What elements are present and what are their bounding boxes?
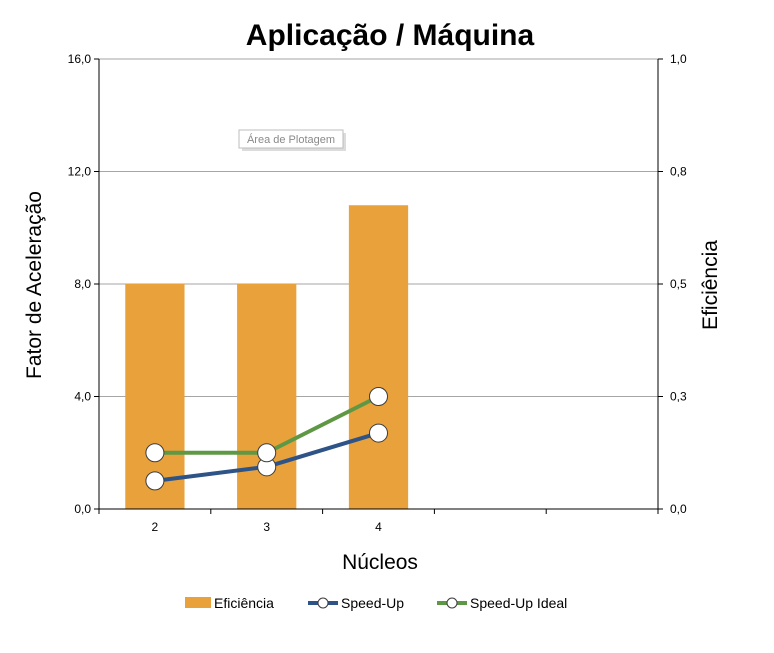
y2-tick-labels: 0,0 0,3 0,5 0,8 1,0: [670, 52, 687, 516]
chart-title: Aplicação / Máquina: [246, 19, 535, 52]
bars: [125, 205, 409, 509]
y-tick-label: 0,0: [74, 502, 91, 516]
x-tick-label: 4: [375, 520, 382, 534]
y-tick-label: 16,0: [68, 52, 92, 66]
legend-label: Eficiência: [214, 595, 274, 611]
x-axis-title: Núcleos: [342, 551, 418, 574]
legend-swatch-eficiencia: [185, 597, 211, 608]
y2-tick-label: 0,8: [670, 165, 687, 179]
legend-marker-speed-up-ideal: [446, 597, 458, 609]
legend-marker-speed-up: [317, 597, 329, 609]
point-speed-up: [369, 423, 388, 443]
series-markers: [145, 387, 388, 491]
legend: Eficiência Speed-Up Speed-Up Ideal: [185, 595, 567, 611]
x-tick-labels: 2 3 4: [152, 520, 383, 534]
point-speed-up-ideal: [145, 443, 165, 463]
y-tick-labels: 0,0 4,0 8,0 12,0 16,0: [68, 52, 92, 516]
y-tick-label: 12,0: [68, 165, 92, 179]
axes: [94, 58, 663, 514]
y2-axis-title: Eficiência: [699, 240, 722, 330]
y2-tick-label: 0,3: [670, 390, 687, 404]
x-tick-label: 2: [152, 520, 159, 534]
legend-label: Speed-Up: [341, 595, 404, 611]
y-axis-title: Fator de Aceleração: [23, 191, 46, 379]
y2-tick-label: 1,0: [670, 52, 687, 66]
point-speed-up-ideal: [369, 387, 388, 406]
x-tick-label: 3: [263, 520, 270, 534]
tooltip-label: Área de Plotagem: [247, 133, 335, 146]
y-tick-label: 8,0: [74, 277, 91, 291]
y2-tick-label: 0,5: [670, 277, 687, 291]
bar-eficiencia: [348, 205, 409, 509]
y2-tick-label: 0,0: [670, 502, 687, 516]
plot-area-tooltip: Área de Plotagem: [238, 129, 346, 151]
legend-label: Speed-Up Ideal: [470, 595, 567, 611]
point-speed-up-ideal: [257, 443, 277, 463]
y-tick-label: 4,0: [74, 390, 91, 404]
point-speed-up: [145, 471, 165, 491]
